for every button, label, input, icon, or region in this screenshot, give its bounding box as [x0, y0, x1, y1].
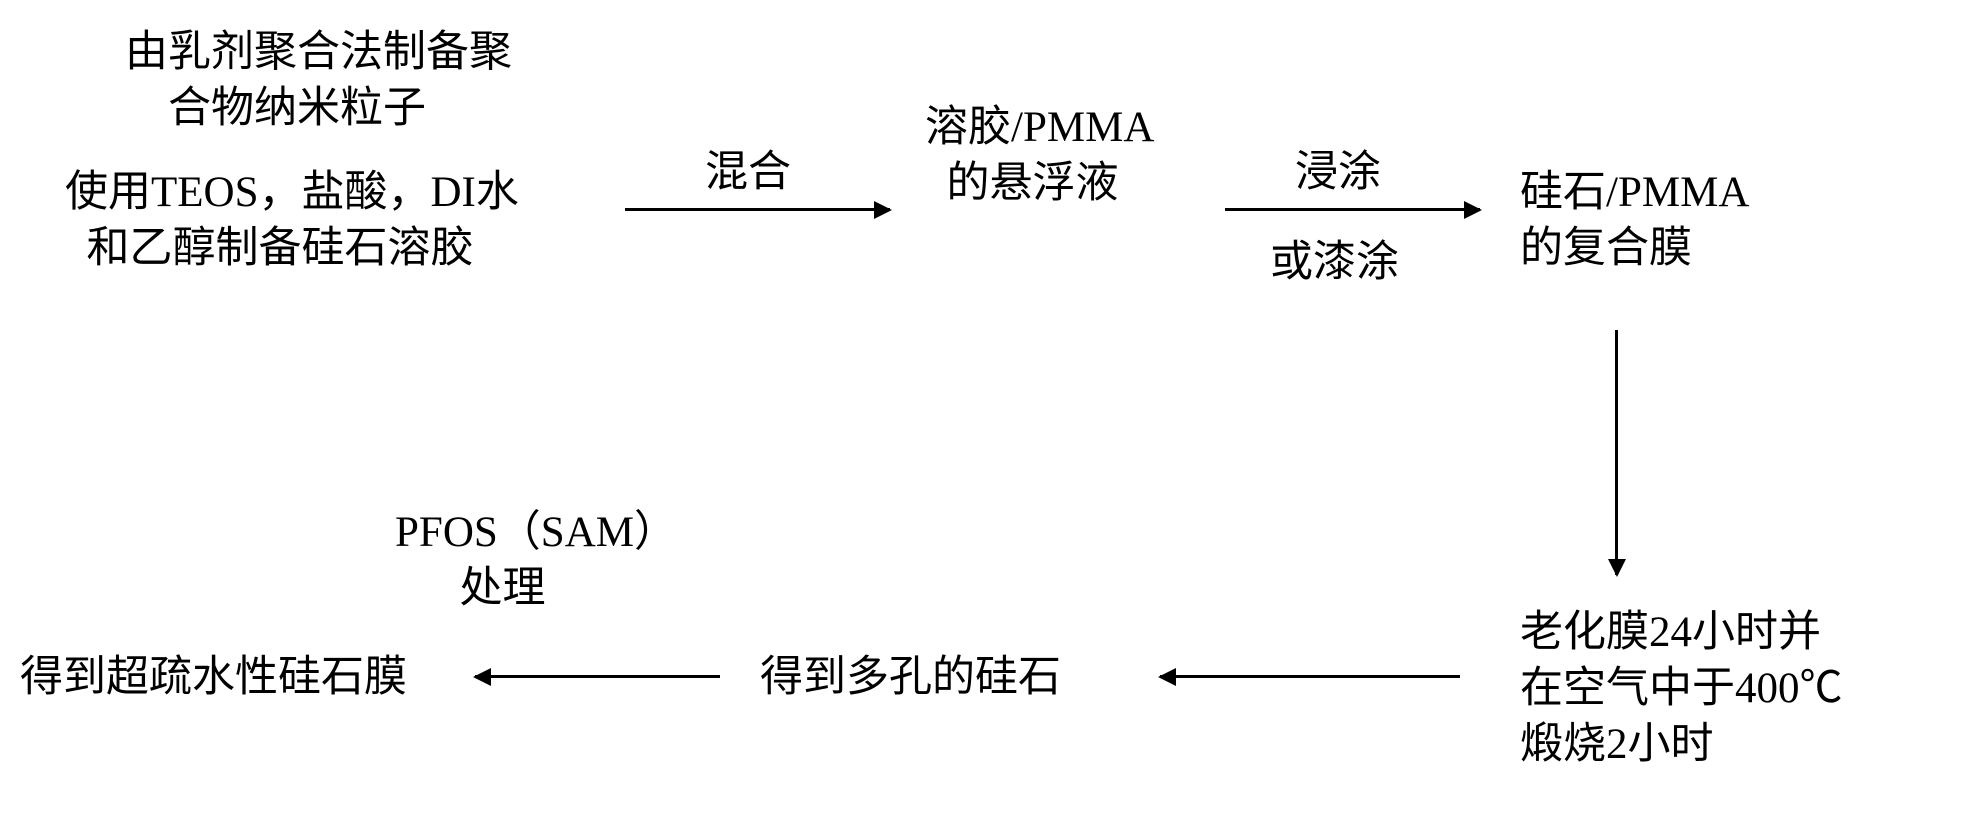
arrow-dip — [1225, 208, 1480, 211]
dip-label: 浸涂 — [1295, 145, 1381, 201]
composite-film-text: 硅石/PMMA 的复合膜 — [1520, 165, 1749, 277]
mix-label: 混合 — [705, 145, 791, 201]
prep-silica-sol-text: 使用TEOS，盐酸，DI水 和乙醇制备硅石溶胶 — [65, 165, 519, 277]
result-text: 得到超疏水性硅石膜 — [20, 650, 407, 706]
arrow-to-result — [475, 675, 720, 678]
prep-polymer-text: 由乳剂聚合法制备聚 合物纳米粒子 — [125, 25, 512, 137]
paint-label: 或漆涂 — [1270, 235, 1399, 291]
arrow-down — [1615, 330, 1618, 575]
arrow-to-porous — [1160, 675, 1460, 678]
pfos-label: PFOS（SAM） 处理 — [395, 505, 677, 617]
arrow-mix — [625, 208, 890, 211]
porous-silica-text: 得到多孔的硅石 — [760, 650, 1061, 706]
suspension-text: 溶胶/PMMA 的悬浮液 — [925, 100, 1154, 212]
aging-text: 老化膜24小时并 在空气中于400℃ 煅烧2小时 — [1520, 605, 1843, 773]
